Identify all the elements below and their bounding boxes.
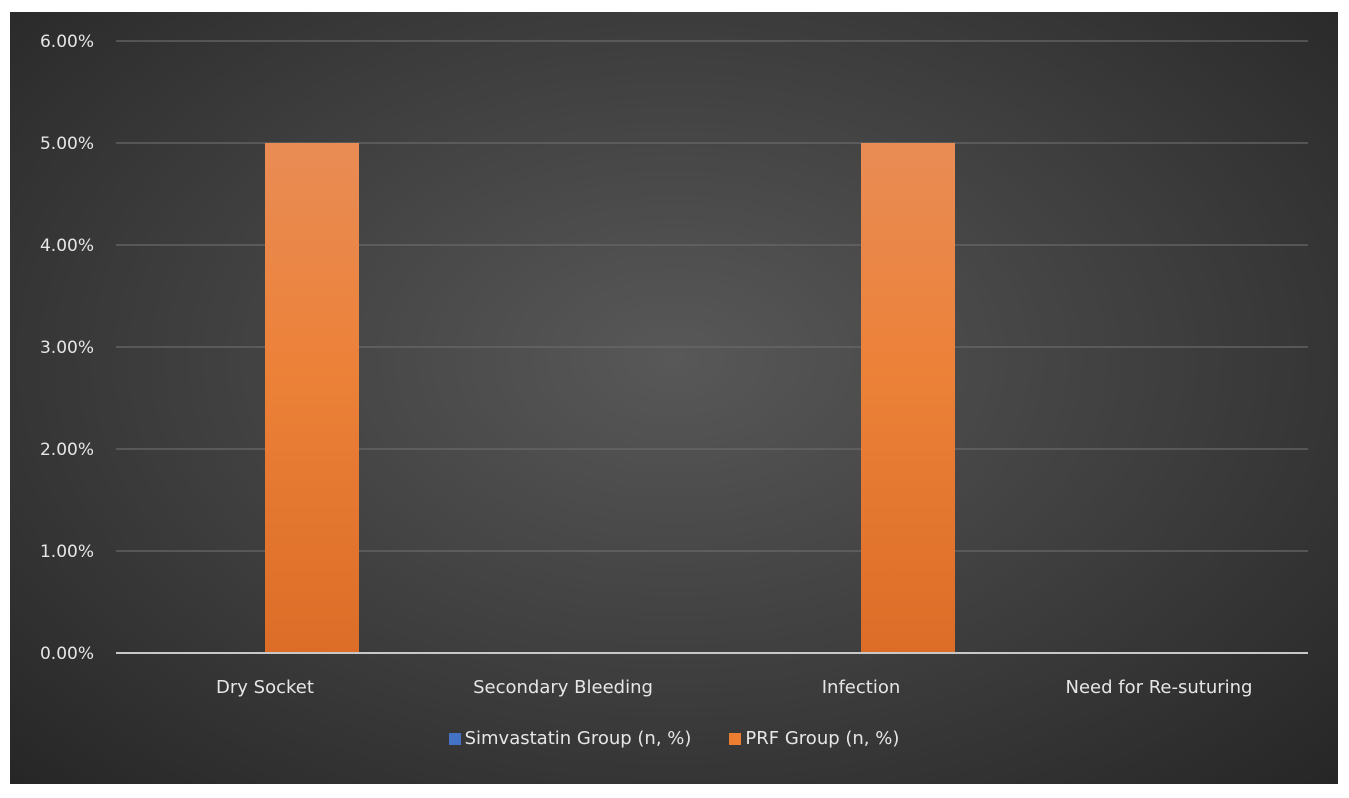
y-tick-label: 4.00%	[40, 236, 94, 256]
legend-label-prf: PRF Group (n, %)	[745, 728, 900, 749]
y-tick-label: 2.00%	[40, 440, 94, 460]
x-category-label: Infection	[822, 677, 901, 698]
x-category-label: Secondary Bleeding	[473, 677, 653, 698]
bar-prf-0	[265, 143, 359, 653]
y-tick-label: 5.00%	[40, 134, 94, 154]
legend-swatch-prf	[729, 732, 742, 745]
y-tick-label: 0.00%	[40, 644, 94, 664]
legend: Simvastatin Group (n, %) PRF Group (n, %…	[10, 728, 1338, 749]
chart-area: 0.00% 1.00% 2.00% 3.00% 4.00% 5.00% 6.00% Dry S…	[10, 12, 1338, 784]
x-category-label: Dry Socket	[216, 677, 314, 698]
legend-label-simvastatin: Simvastatin Group (n, %)	[464, 728, 692, 749]
y-tick-label: 6.00%	[40, 32, 94, 52]
y-tick-label: 3.00%	[40, 338, 94, 358]
bar-prf-2	[861, 143, 955, 653]
y-tick-label: 1.00%	[40, 542, 94, 562]
x-category-label: Need for Re-suturing	[1066, 677, 1253, 698]
legend-swatch-simvastatin	[448, 732, 461, 745]
legend-item-simvastatin: Simvastatin Group (n, %)	[448, 728, 692, 749]
bar-chart: 0.00% 1.00% 2.00% 3.00% 4.00% 5.00% 6.00% Dry S…	[40, 32, 1308, 698]
legend-item-prf: PRF Group (n, %)	[729, 728, 899, 749]
